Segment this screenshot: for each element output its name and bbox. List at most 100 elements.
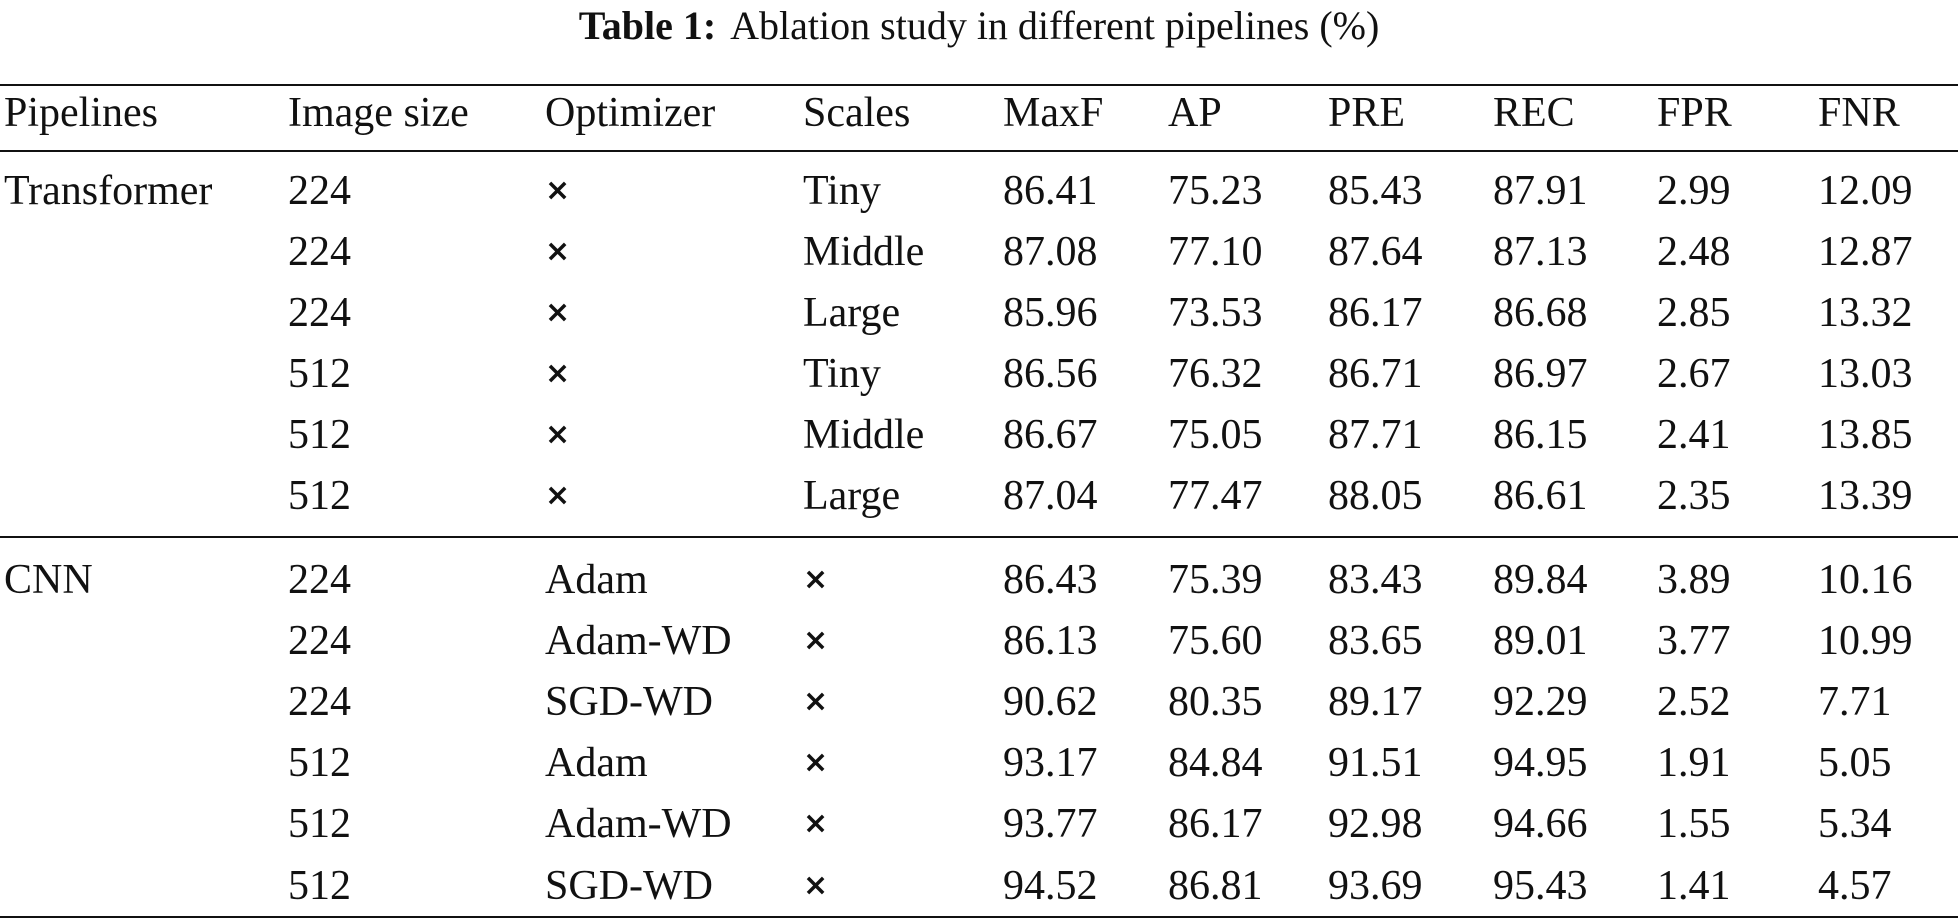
cell-image-size: 512: [288, 351, 351, 397]
cell-rec: 89.84: [1493, 557, 1588, 603]
cell-maxf: 87.08: [1003, 229, 1098, 275]
top-rule: [0, 84, 1958, 86]
cross-mark: ×: [803, 623, 829, 658]
cell-scales: Middle: [803, 412, 925, 458]
cell-optimizer: SGD-WD: [545, 863, 713, 909]
column-header-image-size: Image size: [288, 90, 469, 136]
column-header-pre: PRE: [1328, 90, 1406, 136]
cell-rec: 86.97: [1493, 351, 1588, 397]
cell-maxf: 93.77: [1003, 801, 1098, 847]
cell-rec: 94.66: [1493, 801, 1588, 847]
cell-optimizer: Adam-WD: [545, 801, 732, 847]
cell-pre: 87.64: [1328, 229, 1423, 275]
cell-image-size: 512: [288, 473, 351, 519]
cell-fpr: 3.89: [1657, 557, 1731, 603]
cell-rec: 95.43: [1493, 863, 1588, 909]
cell-pre: 92.98: [1328, 801, 1423, 847]
cell-pre: 85.43: [1328, 168, 1423, 214]
cell-fpr: 3.77: [1657, 618, 1731, 664]
cell-fnr: 7.71: [1818, 679, 1892, 725]
cell-fpr: 2.35: [1657, 473, 1731, 519]
cell-pre: 83.43: [1328, 557, 1423, 603]
pipeline-label: CNN: [4, 557, 93, 603]
cross-mark: ×: [545, 356, 571, 391]
cell-pre: 86.71: [1328, 351, 1423, 397]
cell-fnr: 5.34: [1818, 801, 1892, 847]
header-rule: [0, 150, 1958, 152]
cell-maxf: 94.52: [1003, 863, 1098, 909]
cell-ap: 77.10: [1168, 229, 1263, 275]
cell-pre: 87.71: [1328, 412, 1423, 458]
cell-optimizer: Adam: [545, 740, 648, 786]
cell-fpr: 2.85: [1657, 290, 1731, 336]
column-header-rec: REC: [1493, 90, 1575, 136]
cell-optimizer: Adam: [545, 557, 648, 603]
cross-mark: ×: [545, 417, 571, 452]
column-header-fpr: FPR: [1657, 90, 1732, 136]
cell-optimizer: SGD-WD: [545, 679, 713, 725]
cell-pre: 91.51: [1328, 740, 1423, 786]
cell-optimizer: Adam-WD: [545, 618, 732, 664]
cell-image-size: 224: [288, 229, 351, 275]
cross-mark: ×: [803, 562, 829, 597]
cell-ap: 86.17: [1168, 801, 1263, 847]
cell-fnr: 13.85: [1818, 412, 1913, 458]
table-caption: Table 1: Ablation study in different pipe…: [0, 0, 1958, 60]
cell-fnr: 4.57: [1818, 863, 1892, 909]
cross-mark: ×: [545, 478, 571, 513]
cell-fpr: 1.41: [1657, 863, 1731, 909]
cell-rec: 87.91: [1493, 168, 1588, 214]
cell-fpr: 2.99: [1657, 168, 1731, 214]
cross-mark: ×: [803, 684, 829, 719]
cell-rec: 92.29: [1493, 679, 1588, 725]
bottom-rule: [0, 916, 1958, 918]
cell-image-size: 224: [288, 679, 351, 725]
column-header-fnr: FNR: [1818, 90, 1900, 136]
cell-ap: 86.81: [1168, 863, 1263, 909]
column-header-maxf: MaxF: [1003, 90, 1104, 136]
cell-rec: 86.61: [1493, 473, 1588, 519]
cell-fpr: 1.55: [1657, 801, 1731, 847]
pipeline-label: Transformer: [4, 168, 213, 214]
cell-scales: Middle: [803, 229, 925, 275]
cell-pre: 93.69: [1328, 863, 1423, 909]
cell-ap: 75.60: [1168, 618, 1263, 664]
cell-scales: Tiny: [803, 168, 881, 214]
cell-maxf: 93.17: [1003, 740, 1098, 786]
cell-maxf: 87.04: [1003, 473, 1098, 519]
cell-fnr: 12.09: [1818, 168, 1913, 214]
cell-fnr: 13.39: [1818, 473, 1913, 519]
cell-scales: Large: [803, 290, 901, 336]
cell-maxf: 86.56: [1003, 351, 1098, 397]
cell-image-size: 512: [288, 412, 351, 458]
cell-ap: 75.39: [1168, 557, 1263, 603]
cell-image-size: 224: [288, 290, 351, 336]
cell-maxf: 86.43: [1003, 557, 1098, 603]
cell-ap: 75.05: [1168, 412, 1263, 458]
cell-pre: 86.17: [1328, 290, 1423, 336]
cell-ap: 77.47: [1168, 473, 1263, 519]
cell-fpr: 1.91: [1657, 740, 1731, 786]
cross-mark: ×: [545, 173, 571, 208]
cell-rec: 94.95: [1493, 740, 1588, 786]
cell-image-size: 512: [288, 801, 351, 847]
cell-image-size: 224: [288, 168, 351, 214]
cell-fpr: 2.52: [1657, 679, 1731, 725]
cross-mark: ×: [803, 868, 829, 903]
cross-mark: ×: [803, 806, 829, 841]
cell-ap: 80.35: [1168, 679, 1263, 725]
cell-maxf: 86.13: [1003, 618, 1098, 664]
cell-fpr: 2.41: [1657, 412, 1731, 458]
cell-fnr: 13.03: [1818, 351, 1913, 397]
cell-ap: 76.32: [1168, 351, 1263, 397]
column-header-scales: Scales: [803, 90, 911, 136]
cell-rec: 86.15: [1493, 412, 1588, 458]
cell-maxf: 85.96: [1003, 290, 1098, 336]
cross-mark: ×: [545, 295, 571, 330]
cell-ap: 75.23: [1168, 168, 1263, 214]
cross-mark: ×: [545, 234, 571, 269]
cell-fpr: 2.67: [1657, 351, 1731, 397]
cell-maxf: 86.67: [1003, 412, 1098, 458]
column-header-pipelines: Pipelines: [4, 90, 158, 136]
column-header-optimizer: Optimizer: [545, 90, 716, 136]
